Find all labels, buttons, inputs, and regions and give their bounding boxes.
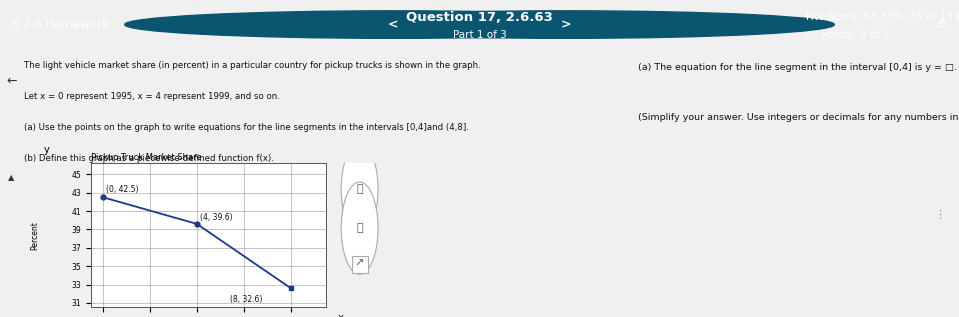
Text: (8, 32.6): (8, 32.6)	[230, 294, 262, 304]
Text: n 2.6 Homework: n 2.6 Homework	[12, 18, 108, 31]
Text: ▲: ▲	[8, 173, 14, 182]
Text: (Simplify your answer. Use integers or decimals for any numbers in the expressio: (Simplify your answer. Use integers or d…	[638, 113, 959, 122]
Text: (b) Define this graph as a piecewise-defined function f(x).: (b) Define this graph as a piecewise-def…	[24, 154, 273, 163]
Circle shape	[341, 182, 378, 274]
Text: HW Score: 83.33%, 15 of 18 points: HW Score: 83.33%, 15 of 18 points	[806, 12, 959, 22]
Text: <: <	[388, 18, 398, 31]
Text: ⚙: ⚙	[936, 18, 947, 31]
Text: (a) The equation for the line segment in the interval [0,4] is y = □.: (a) The equation for the line segment in…	[638, 62, 957, 72]
Text: y: y	[43, 145, 49, 155]
Circle shape	[125, 11, 662, 38]
Text: Part 1 of 3: Part 1 of 3	[453, 30, 506, 40]
Text: ⋮: ⋮	[933, 210, 945, 220]
Text: 🔍: 🔍	[357, 223, 363, 233]
Text: Let x = 0 represent 1995, x = 4 represent 1999, and so on.: Let x = 0 represent 1995, x = 4 represen…	[24, 92, 280, 101]
Text: 🔍: 🔍	[357, 184, 363, 194]
Text: x: x	[338, 313, 343, 317]
Text: ←: ←	[6, 75, 16, 88]
Text: (a) Use the points on the graph to write equations for the line segments in the : (a) Use the points on the graph to write…	[24, 123, 469, 132]
Text: (0, 42.5): (0, 42.5)	[106, 185, 139, 195]
Circle shape	[297, 11, 834, 38]
Circle shape	[341, 143, 378, 235]
Text: Question 17, 2.6.63: Question 17, 2.6.63	[406, 11, 553, 24]
Text: The light vehicle market share (in percent) in a particular country for pickup t: The light vehicle market share (in perce…	[24, 61, 480, 70]
Text: ↗: ↗	[355, 259, 364, 269]
Text: >: >	[561, 18, 571, 31]
Text: (4, 39.6): (4, 39.6)	[200, 213, 233, 222]
Text: Pickup Truck Market Share: Pickup Truck Market Share	[91, 153, 201, 163]
Y-axis label: Percent: Percent	[31, 221, 39, 250]
Text: ○  Points: 0 of 1: ○ Points: 0 of 1	[806, 30, 889, 40]
